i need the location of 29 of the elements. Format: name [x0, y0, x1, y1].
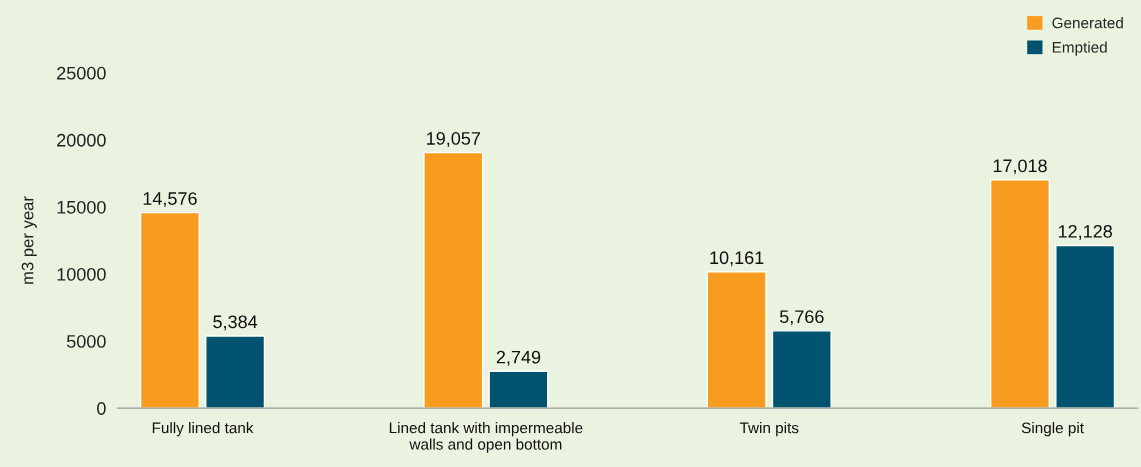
data-label: 10,161	[710, 251, 764, 267]
legend-label: Generated	[1052, 17, 1123, 29]
y-tick-label: 10000	[57, 267, 106, 281]
x-tick-label: Twin pits	[739, 422, 799, 437]
bar	[1055, 244, 1116, 409]
bar	[423, 151, 484, 409]
bar	[488, 370, 549, 409]
data-label: 5,766	[779, 310, 824, 326]
data-label: 2,749	[496, 350, 541, 366]
data-label: 12,128	[1058, 224, 1112, 240]
bar	[706, 271, 767, 409]
y-axis-title: m3 per year	[21, 196, 37, 284]
y-tick-label: 5000	[66, 335, 106, 348]
data-label: 19,057	[427, 132, 480, 147]
data-label: 14,576	[143, 192, 197, 208]
bar	[771, 330, 832, 409]
y-tick-label: 0	[97, 402, 106, 415]
y-tick-label: 15000	[57, 200, 106, 214]
bar	[989, 179, 1051, 409]
data-label: 17,018	[993, 159, 1047, 175]
x-tick-label: Single pit	[1021, 422, 1084, 437]
bar	[139, 211, 200, 409]
y-tick-label: 20000	[57, 133, 106, 147]
data-label: 5,384	[213, 315, 258, 331]
y-tick-label: 25000	[57, 66, 106, 80]
x-tick-label: Lined tank with impermeable walls and open bottom	[389, 422, 583, 453]
legend-label: Emptied	[1052, 41, 1107, 56]
bar	[205, 335, 266, 409]
x-tick-label: Fully lined tank	[152, 422, 254, 437]
